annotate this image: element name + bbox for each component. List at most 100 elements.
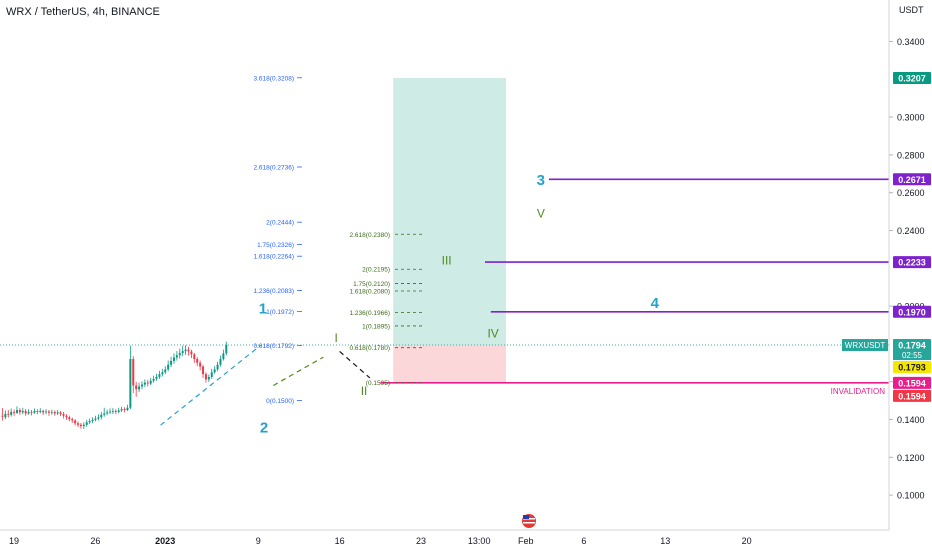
candle-body [158, 374, 161, 377]
fib-levels: 3.618(0.3208) 2.618(0.2736) 2(0.2444) 1.75(… [254, 75, 425, 405]
candle-body [100, 414, 103, 418]
wave-label: II [361, 384, 368, 398]
candle-body [21, 410, 24, 413]
candle-body [225, 345, 228, 354]
candle-body [143, 382, 146, 385]
candle-body [27, 411, 30, 414]
stop-zone[interactable] [393, 345, 506, 383]
price-tag-bg [893, 173, 931, 186]
candle-body [155, 376, 158, 379]
candle-body [103, 413, 106, 415]
candle-body [24, 410, 27, 414]
candle-body [146, 382, 149, 384]
wave-ii-path [339, 351, 371, 379]
candle-body [184, 349, 187, 352]
wave-i-path [273, 356, 324, 387]
candle-body [199, 362, 202, 367]
fib-level-label: 1.618(0.2080) [350, 288, 390, 295]
candle-body [56, 412, 59, 414]
candle-body [30, 411, 33, 413]
candle-body [106, 412, 109, 414]
x-tick-label: 13 [660, 536, 670, 546]
y-tick-label: 0.1400 [897, 415, 925, 425]
candles [1, 341, 228, 429]
candle-body [50, 411, 53, 413]
y-tick-label: 0.2600 [897, 188, 925, 198]
y-tick-label: 0.1000 [897, 491, 925, 501]
fib-level-label: 1.236(0.2083) [254, 288, 294, 295]
candle-body [196, 359, 199, 363]
candle-body [85, 422, 88, 425]
price-tag-label: 0.1594 [898, 378, 926, 388]
price-tag-bg [893, 305, 931, 318]
price-tag-bg [893, 339, 931, 352]
candle-body [219, 359, 222, 365]
candle-body [7, 413, 10, 415]
candle-body [59, 412, 62, 414]
price-tag-bg [893, 389, 931, 402]
fib-level-label: 1(0.1972) [266, 309, 294, 316]
candle-body [175, 355, 178, 358]
y-tick-label: 0.3000 [897, 113, 925, 123]
candle-body [210, 372, 213, 377]
candle-body [123, 409, 126, 411]
wave-label: V [537, 206, 545, 220]
wave-1-projection [160, 344, 261, 426]
candle-body [187, 349, 190, 352]
candle-body [172, 357, 175, 361]
fib-level-label: (0.1595) [366, 380, 390, 387]
candle-body [79, 424, 82, 427]
candle-body [82, 424, 85, 427]
wave-label: I [334, 331, 337, 345]
flag-icon[interactable] [522, 514, 536, 528]
y-tick-label: 0.2800 [897, 150, 925, 160]
candle-body [65, 415, 68, 418]
candle-body [77, 423, 80, 425]
x-tick-label: 9 [256, 536, 261, 546]
x-tick-label: Feb [518, 536, 534, 546]
price-tag-bg [893, 71, 931, 84]
wave-label: 4 [651, 295, 660, 312]
target-zone[interactable] [393, 77, 506, 346]
candle-body [190, 351, 193, 355]
candle-body [114, 410, 117, 412]
candle-body [167, 364, 170, 370]
symbol-tag-bg [842, 339, 888, 352]
y-tick-label: 0.1200 [897, 453, 925, 463]
wave-label: III [442, 254, 452, 268]
candle-body [91, 419, 94, 422]
candle-body [216, 364, 219, 370]
candle-body [152, 378, 155, 381]
candle-body [15, 410, 18, 413]
candle-body [68, 417, 71, 420]
candle-body [170, 360, 173, 365]
price-tag-label: 0.2671 [898, 175, 926, 185]
candle-body [140, 384, 143, 387]
candle-body [94, 418, 97, 420]
countdown-label: 02:55 [902, 351, 923, 360]
candle-body [71, 419, 74, 421]
candle-body [36, 410, 39, 412]
x-tick-label: 2023 [155, 536, 175, 546]
candle-body [178, 352, 181, 356]
candle-body [47, 411, 50, 413]
fib-level-label: 2.618(0.2736) [254, 164, 294, 171]
candle-body [74, 420, 77, 424]
candle-body [204, 374, 207, 380]
y-tick-label: 0.2400 [897, 226, 925, 236]
x-tick-label: 13:00 [468, 536, 491, 546]
price-tags: WRXUSDT 0.3207 0.2671 0.2233 0.1970 0.1794 0.1… [842, 71, 931, 402]
price-tag-bg [893, 376, 931, 389]
candle-body [109, 411, 112, 413]
price-tag-label: 0.1794 [898, 341, 926, 351]
price-tag-label: 0.1970 [898, 307, 926, 317]
candle-body [111, 410, 114, 412]
candle-body [222, 353, 225, 360]
candle-body [126, 407, 129, 411]
candle-body [1, 415, 4, 417]
candle-body [164, 369, 167, 373]
candle-body [10, 411, 13, 415]
candle-body [39, 410, 42, 412]
